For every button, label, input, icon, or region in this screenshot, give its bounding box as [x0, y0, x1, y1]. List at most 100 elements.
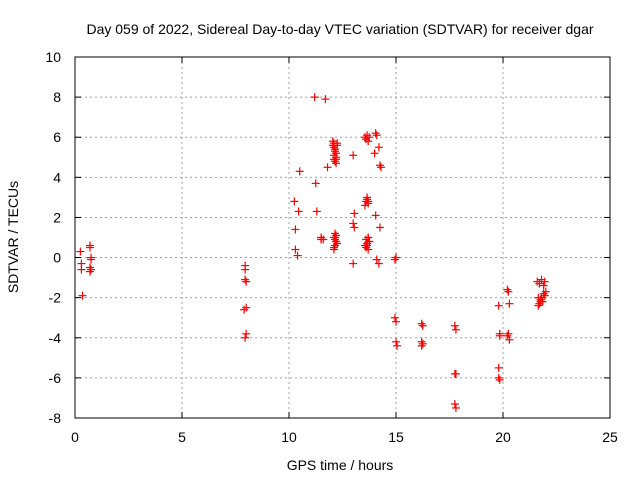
x-tick-label: 20 [495, 429, 511, 445]
data-point [363, 131, 372, 140]
data-point [451, 325, 460, 334]
data-point [350, 223, 359, 232]
data-point [505, 335, 514, 344]
data-point [503, 331, 512, 340]
x-tick-label: 5 [178, 429, 186, 445]
data-point [390, 313, 399, 322]
y-tick-label: 6 [53, 129, 61, 145]
y-tick-label: -2 [49, 290, 62, 306]
x-tick-labels: 0 5 10 15 20 25 [71, 429, 618, 445]
data-point [365, 237, 374, 246]
data-point [371, 129, 380, 138]
data-point [495, 375, 504, 384]
data-point [451, 369, 460, 378]
x-tick-label: 25 [602, 429, 618, 445]
data-point [375, 161, 384, 170]
data-point [503, 285, 512, 294]
data-point [392, 337, 400, 346]
data-point [541, 287, 550, 296]
data-point [451, 403, 460, 412]
data-point [540, 277, 549, 286]
data-point [311, 179, 320, 188]
data-point [494, 301, 503, 310]
data-point [241, 333, 250, 342]
data-point [534, 301, 543, 310]
data-point [241, 265, 250, 274]
data-point [418, 321, 427, 330]
data-point [393, 341, 402, 350]
data-point [418, 339, 427, 348]
y-tick-label: 10 [45, 49, 61, 65]
data-point [77, 265, 86, 274]
data-point [390, 255, 399, 264]
data-point [85, 263, 94, 272]
data-point [377, 163, 386, 172]
data-point [504, 287, 513, 296]
data-point [417, 319, 426, 328]
data-point [241, 275, 250, 284]
data-point [363, 193, 372, 202]
data-point [360, 201, 369, 210]
data-point [495, 329, 504, 338]
data-point [494, 373, 503, 382]
y-axis-label: SDTVAR / TECUs [5, 181, 21, 293]
data-point [78, 291, 87, 300]
data-point [349, 151, 358, 160]
data-point [536, 297, 545, 306]
data-point [375, 223, 384, 232]
data-point [240, 305, 249, 314]
data-point [295, 167, 304, 176]
y-tick-label: -6 [49, 370, 62, 386]
data-point [364, 245, 373, 254]
x-axis-label: GPS time / hours [287, 457, 394, 473]
y-tick-label: -4 [49, 330, 62, 346]
y-tick-label: 4 [53, 169, 61, 185]
y-tick-label: 8 [53, 89, 61, 105]
y-tick-label: 0 [53, 250, 61, 266]
y-tick-label: 2 [53, 209, 61, 225]
data-point [360, 241, 369, 250]
data-point [319, 235, 328, 244]
data-point [242, 303, 251, 312]
x-tick-label: 0 [71, 429, 79, 445]
axis-ticks [74, 56, 611, 419]
data-point [365, 133, 374, 142]
data-point [329, 151, 338, 160]
data-point [349, 219, 358, 228]
data-point [331, 233, 340, 242]
data-point [372, 131, 381, 140]
data-point [333, 141, 342, 150]
data-point [539, 281, 548, 290]
x-tick-label: 10 [281, 429, 297, 445]
data-point [312, 207, 321, 216]
x-tick-label: 15 [388, 429, 404, 445]
data-point [417, 341, 426, 350]
data-point [364, 233, 373, 242]
data-point [85, 243, 94, 252]
data-point [323, 163, 332, 172]
grid-lines [75, 57, 610, 418]
data-point [535, 279, 544, 288]
data-point [321, 95, 330, 104]
data-point [76, 247, 85, 256]
data-point [494, 363, 503, 372]
data-point [87, 265, 96, 274]
data-point [535, 299, 544, 308]
data-point [364, 197, 373, 206]
data-point [504, 329, 513, 338]
data-point [333, 239, 342, 248]
data-point [372, 255, 381, 264]
data-point [242, 277, 251, 286]
data-point [310, 93, 319, 102]
data-point [332, 155, 341, 164]
data-point [242, 329, 251, 338]
data-point [392, 317, 400, 326]
data-point [329, 243, 338, 252]
data-point [291, 225, 300, 234]
data-point [331, 145, 340, 154]
data-point [87, 255, 96, 264]
data-point [363, 239, 372, 248]
plot-frame [74, 56, 611, 419]
data-point [392, 253, 400, 262]
